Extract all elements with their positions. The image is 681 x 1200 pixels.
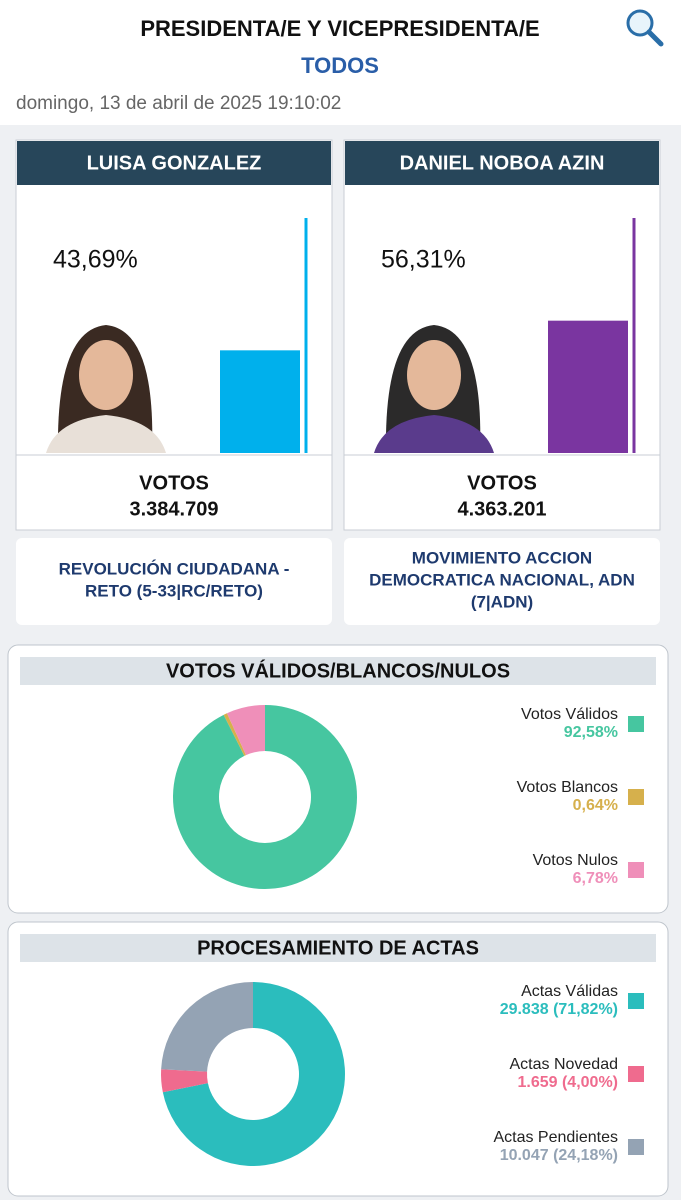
party-line: REVOLUCIÓN CIUDADANA - (59, 559, 290, 578)
candidate-name: DANIEL NOBOA AZIN (400, 152, 605, 174)
legend-value: 0,64% (573, 797, 618, 814)
card-header (17, 141, 331, 185)
donut-slice (162, 982, 345, 1167)
party-line: RETO (5-33|RC/RETO) (85, 581, 263, 600)
chart-title: PROCESAMIENTO DE ACTAS (197, 937, 479, 959)
donut-slice (161, 982, 253, 1072)
legend-value: 1.659 (4,00%) (517, 1074, 618, 1091)
donut-slice (226, 704, 265, 756)
donut-slice (223, 713, 246, 756)
legend-swatch (628, 993, 644, 1009)
party-box (16, 538, 332, 625)
photo-face (407, 340, 461, 410)
legend-label: Votos Válidos (521, 706, 618, 723)
chart-title-bar (20, 657, 656, 685)
photo-body (374, 415, 494, 453)
page-title: PRESIDENTA/E Y VICEPRESIDENTA/E (140, 16, 539, 41)
legend-swatch (628, 862, 644, 878)
percent-bar (548, 320, 628, 453)
date: domingo, 13 de abril de 2025 19:10:02 (16, 93, 341, 114)
subtitle: TODOS (301, 53, 379, 78)
votes-value: 3.384.709 (130, 498, 219, 520)
legend-value: 92,58% (564, 724, 618, 741)
legend-swatch (628, 1139, 644, 1155)
party-line: MOVIMIENTO ACCION (412, 548, 592, 567)
candidate-card (15, 139, 333, 531)
photo-face (79, 340, 133, 410)
legend-value: 10.047 (24,18%) (500, 1147, 618, 1164)
party-box (344, 538, 660, 625)
donut-slice (161, 1069, 208, 1093)
votes-title: VOTOS (139, 472, 209, 494)
legend-label: Votos Nulos (533, 852, 618, 869)
legend-label: Actas Pendientes (493, 1129, 618, 1146)
card-header (345, 141, 659, 185)
percent-bar (220, 350, 300, 453)
chart-title: VOTOS VÁLIDOS/BLANCOS/NULOS (166, 659, 510, 682)
votes-title: VOTOS (467, 472, 537, 494)
party-line: DEMOCRATICA NACIONAL, ADN (369, 570, 635, 589)
chart-title-bar (20, 934, 656, 962)
candidate-name: LUISA GONZALEZ (87, 152, 262, 174)
search-handle (646, 29, 664, 47)
donut-slice (173, 705, 358, 890)
legend-label: Actas Novedad (509, 1056, 618, 1073)
party-line: (7|ADN) (471, 592, 533, 611)
search-icon (626, 9, 654, 37)
legend-value: 6,78% (573, 870, 618, 887)
photo-body (46, 415, 166, 453)
legend-swatch (628, 789, 644, 805)
votes-value: 4.363.201 (458, 498, 547, 520)
legend-value: 29.838 (71,82%) (500, 1001, 618, 1018)
legend-label: Actas Válidas (521, 983, 618, 1000)
search-button[interactable] (626, 9, 664, 47)
legend-swatch (628, 1066, 644, 1082)
legend-label: Votos Blancos (517, 779, 618, 796)
legend-swatch (628, 716, 644, 732)
percent-label: 43,69% (53, 246, 138, 274)
percent-label: 56,31% (381, 246, 466, 274)
header-bg (0, 0, 681, 125)
